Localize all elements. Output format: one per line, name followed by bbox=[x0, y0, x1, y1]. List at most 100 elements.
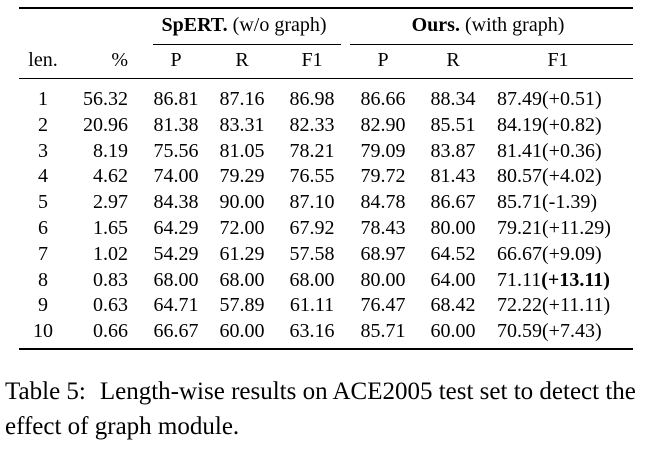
ours-f1-delta: (+9.09) bbox=[542, 243, 602, 265]
spert-f1-cell: 78.21 bbox=[289, 140, 335, 162]
len-cell: 2 bbox=[38, 114, 48, 136]
ours-p-cell: 78.43 bbox=[360, 217, 406, 239]
ours-f1-cell: 70.59(+7.43) bbox=[497, 319, 602, 343]
ours-p-cell: 80.00 bbox=[360, 269, 406, 291]
spert-f1-cell: 87.10 bbox=[289, 191, 335, 213]
percent-cell: 0.83 bbox=[93, 269, 128, 291]
len-header: len. bbox=[28, 49, 58, 71]
spert-f1-cell: 67.92 bbox=[289, 217, 335, 239]
ours-p-header: P bbox=[377, 49, 389, 71]
ours-f1-value: 87.49 bbox=[497, 88, 542, 110]
ours-f1-cell: 66.67(+9.09) bbox=[497, 242, 602, 266]
ours-p-cell: 79.72 bbox=[360, 165, 406, 187]
ours-f1-delta: (+4.02) bbox=[542, 165, 602, 187]
ours-r-cell: 64.00 bbox=[430, 269, 476, 291]
ours-r-cell: 83.87 bbox=[430, 140, 476, 162]
spert-r-cell: 61.29 bbox=[219, 243, 265, 265]
group-header-ours-name: Ours. bbox=[411, 14, 460, 36]
len-cell: 1 bbox=[38, 88, 48, 110]
ours-f1-cell: 84.19(+0.82) bbox=[497, 113, 602, 137]
spert-p-cell: 66.67 bbox=[153, 320, 199, 342]
ours-f1-cell: 79.21(+11.29) bbox=[497, 216, 611, 240]
percent-cell: 2.97 bbox=[93, 191, 128, 213]
spert-f1-cell: 63.16 bbox=[289, 320, 335, 342]
spert-f1-cell: 57.58 bbox=[289, 243, 335, 265]
ours-f1-cell: 87.49(+0.51) bbox=[497, 87, 602, 111]
percent-cell: 20.96 bbox=[83, 114, 128, 136]
spert-r-cell: 90.00 bbox=[219, 191, 265, 213]
ours-f1-delta: (+7.43) bbox=[542, 320, 602, 342]
caption-text: Length-wise results on ACE2005 test set … bbox=[5, 378, 636, 440]
len-cell: 7 bbox=[38, 243, 48, 265]
ours-f1-header: F1 bbox=[547, 49, 569, 71]
len-cell: 9 bbox=[38, 294, 48, 316]
group-header-spert-note: (w/o graph) bbox=[227, 14, 327, 36]
spert-p-cell: 64.29 bbox=[153, 217, 199, 239]
percent-cell: 1.02 bbox=[93, 243, 128, 265]
ours-f1-value: 85.71 bbox=[497, 191, 542, 213]
ours-r-cell: 64.52 bbox=[430, 243, 476, 265]
ours-p-cell: 86.66 bbox=[360, 88, 406, 110]
spert-r-cell: 81.05 bbox=[219, 140, 265, 162]
ours-p-cell: 82.90 bbox=[360, 114, 406, 136]
percent-cell: 4.62 bbox=[93, 165, 128, 187]
ours-f1-value: 70.59 bbox=[497, 320, 542, 342]
spert-f1-cell: 86.98 bbox=[289, 88, 335, 110]
ours-f1-delta: (+13.11) bbox=[541, 269, 610, 291]
ours-f1-value: 79.21 bbox=[497, 217, 542, 239]
spert-f1-header: F1 bbox=[301, 49, 323, 71]
spert-p-cell: 64.71 bbox=[153, 294, 199, 316]
ours-p-cell: 79.09 bbox=[360, 140, 406, 162]
ours-r-header: R bbox=[446, 49, 460, 71]
ours-r-cell: 86.67 bbox=[430, 191, 476, 213]
spert-group-underline bbox=[153, 44, 341, 45]
len-cell: 5 bbox=[38, 191, 48, 213]
percent-cell: 56.32 bbox=[83, 88, 128, 110]
ours-f1-delta: (+0.82) bbox=[542, 114, 602, 136]
caption-label: Table 5: bbox=[5, 378, 86, 405]
ours-f1-value: 66.67 bbox=[497, 243, 542, 265]
spert-r-cell: 57.89 bbox=[219, 294, 265, 316]
len-cell: 8 bbox=[38, 269, 48, 291]
spert-f1-cell: 82.33 bbox=[289, 114, 335, 136]
spert-r-cell: 68.00 bbox=[219, 269, 265, 291]
spert-p-cell: 84.38 bbox=[153, 191, 199, 213]
spert-r-cell: 83.31 bbox=[219, 114, 265, 136]
spert-p-cell: 86.81 bbox=[153, 88, 199, 110]
ours-r-cell: 85.51 bbox=[430, 114, 476, 136]
spert-r-header: R bbox=[235, 49, 249, 71]
percent-header: % bbox=[111, 49, 128, 71]
group-header-spert-name: SpERT. bbox=[161, 14, 228, 36]
table-bottom-rule bbox=[19, 348, 633, 350]
len-cell: 4 bbox=[38, 165, 48, 187]
header-rule bbox=[19, 78, 633, 79]
len-cell: 10 bbox=[33, 320, 53, 342]
ours-r-cell: 80.00 bbox=[430, 217, 476, 239]
ours-f1-delta: (+11.29) bbox=[542, 217, 611, 239]
ours-p-cell: 85.71 bbox=[360, 320, 406, 342]
len-cell: 3 bbox=[38, 140, 48, 162]
ours-p-cell: 76.47 bbox=[360, 294, 406, 316]
spert-p-cell: 81.38 bbox=[153, 114, 199, 136]
spert-r-cell: 72.00 bbox=[219, 217, 265, 239]
group-header-spert: SpERT. (w/o graph) bbox=[161, 13, 326, 37]
ours-f1-cell: 71.11(+13.11) bbox=[497, 268, 610, 292]
ours-f1-delta: (+0.51) bbox=[542, 88, 602, 110]
ours-r-cell: 60.00 bbox=[430, 320, 476, 342]
table-top-rule bbox=[19, 7, 633, 9]
spert-p-cell: 74.00 bbox=[153, 165, 199, 187]
table-caption: Table 5: Length-wise results on ACE2005 t… bbox=[5, 374, 651, 444]
ours-r-cell: 88.34 bbox=[430, 88, 476, 110]
percent-cell: 8.19 bbox=[93, 140, 128, 162]
ours-r-cell: 81.43 bbox=[430, 165, 476, 187]
spert-r-cell: 87.16 bbox=[219, 88, 265, 110]
ours-f1-value: 81.41 bbox=[497, 140, 542, 162]
ours-f1-value: 72.22 bbox=[497, 294, 542, 316]
group-header-ours: Ours. (with graph) bbox=[412, 13, 565, 37]
ours-f1-cell: 80.57(+4.02) bbox=[497, 164, 602, 188]
spert-p-cell: 68.00 bbox=[153, 269, 199, 291]
percent-cell: 0.63 bbox=[93, 294, 128, 316]
percent-cell: 1.65 bbox=[93, 217, 128, 239]
ours-f1-value: 71.11 bbox=[497, 269, 542, 291]
spert-p-header: P bbox=[170, 49, 182, 71]
